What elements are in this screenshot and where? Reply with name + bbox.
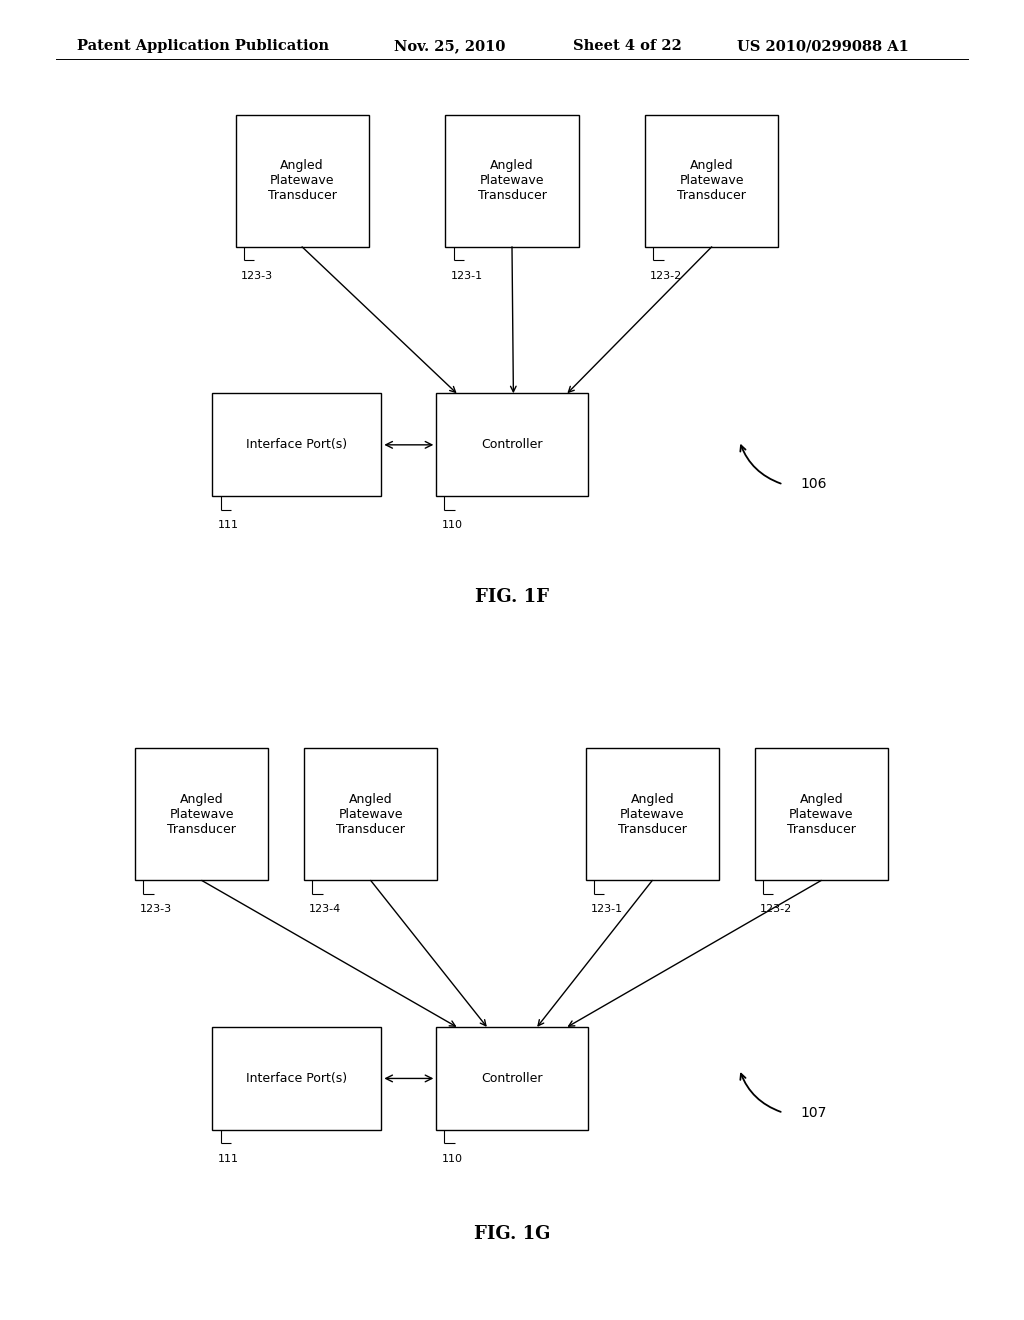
Text: Patent Application Publication: Patent Application Publication: [77, 40, 329, 53]
Bar: [645, 115, 778, 247]
Text: Angled
Platewave
Transducer: Angled Platewave Transducer: [267, 160, 337, 202]
Text: 123-1: 123-1: [451, 271, 482, 281]
Text: 123-3: 123-3: [241, 271, 272, 281]
Text: FIG. 1G: FIG. 1G: [474, 1225, 550, 1243]
Text: Angled
Platewave
Transducer: Angled Platewave Transducer: [167, 793, 237, 836]
Text: US 2010/0299088 A1: US 2010/0299088 A1: [737, 40, 909, 53]
Text: 107: 107: [801, 1106, 827, 1119]
Bar: [304, 748, 437, 880]
Text: Controller: Controller: [481, 438, 543, 451]
Text: 123-2: 123-2: [650, 271, 682, 281]
Text: 123-1: 123-1: [591, 904, 623, 915]
Text: Angled
Platewave
Transducer: Angled Platewave Transducer: [477, 160, 547, 202]
Bar: [586, 748, 719, 880]
Bar: [212, 393, 381, 496]
Text: Sheet 4 of 22: Sheet 4 of 22: [573, 40, 682, 53]
Text: Angled
Platewave
Transducer: Angled Platewave Transducer: [336, 793, 406, 836]
Bar: [445, 115, 579, 247]
Text: 123-4: 123-4: [309, 904, 341, 915]
Text: Angled
Platewave
Transducer: Angled Platewave Transducer: [786, 793, 856, 836]
Text: 110: 110: [441, 1154, 463, 1164]
Text: 106: 106: [801, 478, 827, 491]
Text: Angled
Platewave
Transducer: Angled Platewave Transducer: [677, 160, 746, 202]
Text: Nov. 25, 2010: Nov. 25, 2010: [394, 40, 506, 53]
Text: Interface Port(s): Interface Port(s): [247, 1072, 347, 1085]
Text: Angled
Platewave
Transducer: Angled Platewave Transducer: [617, 793, 687, 836]
Text: 111: 111: [217, 1154, 239, 1164]
Text: Interface Port(s): Interface Port(s): [247, 438, 347, 451]
Text: 110: 110: [441, 520, 463, 531]
Text: 111: 111: [217, 520, 239, 531]
Bar: [236, 115, 369, 247]
Bar: [212, 1027, 381, 1130]
Text: FIG. 1F: FIG. 1F: [475, 587, 549, 606]
Text: Controller: Controller: [481, 1072, 543, 1085]
Text: 123-3: 123-3: [140, 904, 172, 915]
Bar: [135, 748, 268, 880]
Text: 123-2: 123-2: [760, 904, 792, 915]
Bar: [436, 393, 588, 496]
Bar: [436, 1027, 588, 1130]
Bar: [755, 748, 888, 880]
